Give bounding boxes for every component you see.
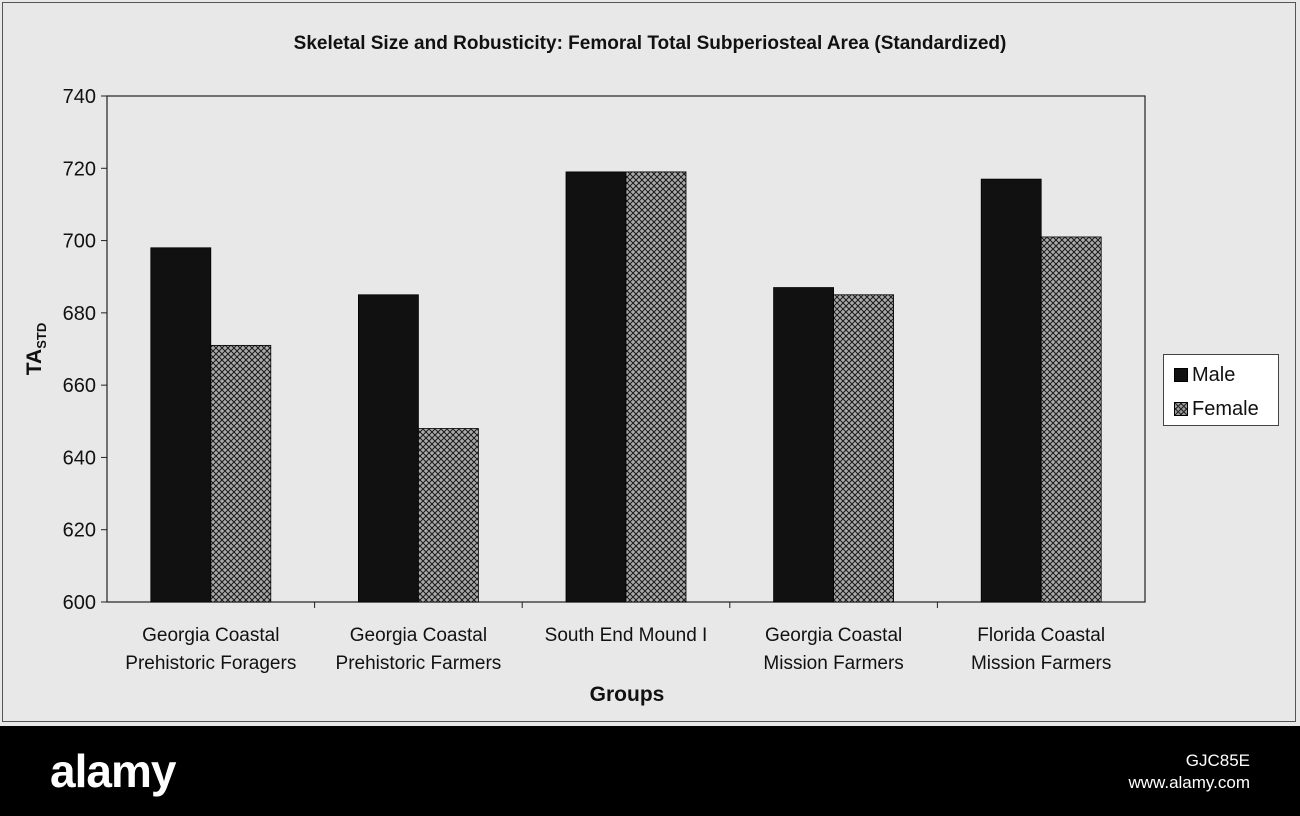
y-tick-label: 720 bbox=[63, 158, 96, 180]
y-tick-label: 600 bbox=[63, 592, 96, 614]
y-tick-label: 620 bbox=[63, 520, 96, 542]
y-axis-title-main: TA bbox=[23, 349, 46, 375]
x-tick-label: Mission Farmers bbox=[971, 653, 1111, 674]
y-tick-label: 640 bbox=[63, 447, 96, 469]
x-tick-label: Georgia Coastal bbox=[765, 625, 902, 646]
image-code: GJC85E bbox=[1185, 751, 1250, 770]
x-tick-label: Prehistoric Foragers bbox=[125, 653, 296, 674]
legend-item-female: Female bbox=[1174, 398, 1259, 420]
x-tick-label: Mission Farmers bbox=[763, 653, 903, 674]
legend-swatch-female bbox=[1174, 402, 1188, 416]
site-url: www.alamy.com bbox=[1128, 773, 1250, 792]
legend-label-female: Female bbox=[1192, 397, 1259, 420]
bar-male bbox=[773, 287, 834, 603]
bar-female bbox=[1040, 236, 1102, 603]
x-tick-label: Florida Coastal bbox=[977, 625, 1105, 646]
figure-panel: Skeletal Size and Robusticity: Femoral T… bbox=[0, 0, 1300, 726]
y-axis-ticks: 600 620 640 660 680 700 720 740 bbox=[63, 86, 107, 614]
bar-female bbox=[625, 171, 687, 603]
legend-label-male: Male bbox=[1192, 363, 1236, 386]
bar-male bbox=[357, 294, 419, 603]
bar-male bbox=[150, 247, 212, 603]
bar-female bbox=[833, 294, 894, 603]
legend: Male Female bbox=[1163, 354, 1279, 426]
image-id: GJC85E www.alamy.com bbox=[1128, 750, 1250, 794]
x-axis-title: Groups bbox=[590, 683, 665, 706]
bar-male bbox=[980, 178, 1042, 603]
x-tick-label: Prehistoric Farmers bbox=[336, 653, 502, 674]
y-axis-title-subscript: STD bbox=[34, 323, 49, 349]
y-tick-label: 740 bbox=[63, 86, 96, 108]
y-tick-label: 680 bbox=[63, 303, 96, 325]
y-tick-label: 700 bbox=[63, 231, 96, 253]
bar-female bbox=[417, 428, 479, 603]
x-axis-ticks bbox=[314, 602, 938, 608]
bar-chart: 600 620 640 660 680 700 720 740 Georgia Coastal… bbox=[23, 86, 1146, 706]
y-tick-label: 660 bbox=[63, 375, 96, 397]
figure-border bbox=[2, 2, 1296, 722]
x-axis-labels: Georgia Coastal Prehistoric Foragers Georg… bbox=[125, 625, 1111, 674]
brand-logo: alamy bbox=[50, 745, 176, 797]
bar-female bbox=[210, 344, 272, 603]
x-tick-label: South End Mound I bbox=[545, 625, 708, 646]
legend-item-male: Male bbox=[1174, 364, 1235, 386]
watermark-footer: alamy GJC85E www.alamy.com bbox=[0, 726, 1300, 816]
x-tick-label: Georgia Coastal bbox=[350, 625, 487, 646]
chart-title: Skeletal Size and Robusticity: Femoral T… bbox=[293, 33, 1007, 54]
x-tick-label: Georgia Coastal bbox=[142, 625, 279, 646]
y-axis-title: TASTD bbox=[23, 323, 49, 375]
legend-swatch-male bbox=[1174, 368, 1188, 382]
bars bbox=[150, 171, 1102, 603]
bar-male bbox=[565, 171, 627, 603]
